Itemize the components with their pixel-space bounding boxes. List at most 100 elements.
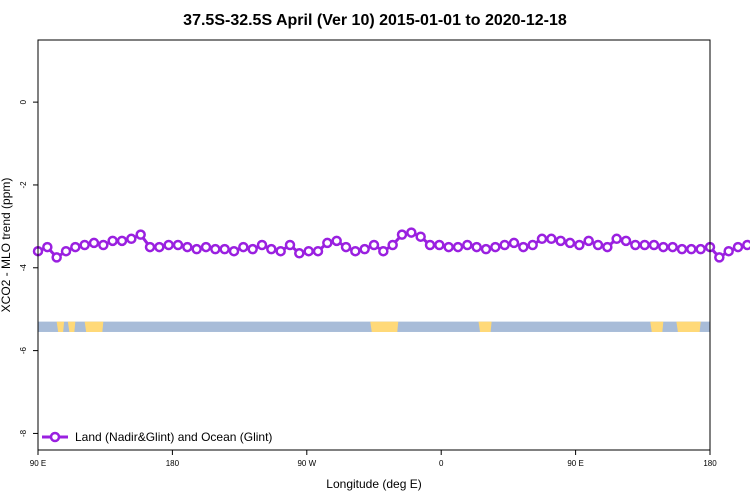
legend-label: Land (Nadir&Glint) and Ocean (Glint)	[75, 430, 272, 444]
data-point	[480, 243, 492, 255]
data-point	[452, 241, 464, 253]
y-tick-label-2: -4	[19, 264, 28, 272]
map-land-1	[67, 321, 76, 332]
x-axis-label: Longitude (deg E)	[326, 477, 421, 491]
data-point	[406, 227, 417, 238]
data-point	[471, 241, 482, 253]
data-point	[294, 248, 305, 259]
data-point	[154, 241, 165, 253]
data-point	[732, 241, 744, 253]
data-point	[210, 243, 221, 255]
map-land-2	[84, 321, 104, 332]
data-point	[564, 237, 576, 249]
data-point	[518, 241, 529, 253]
data-point	[331, 235, 342, 247]
data-point	[676, 243, 688, 255]
map-land-5	[650, 321, 664, 332]
data-point	[723, 245, 734, 257]
data-point	[51, 252, 62, 263]
data-point	[462, 239, 473, 251]
data-point	[340, 241, 352, 253]
x-tick-label-2: 90 W	[297, 459, 316, 468]
data-point	[182, 241, 193, 253]
map-strip	[38, 321, 710, 332]
y-tick-label-1: -2	[19, 181, 28, 189]
data-point	[191, 243, 202, 255]
data-point	[70, 241, 81, 253]
data-point	[200, 241, 212, 253]
data-point	[536, 233, 548, 245]
data-point	[611, 233, 622, 245]
data-point	[284, 239, 296, 251]
data-point	[508, 237, 520, 249]
data-point	[387, 239, 398, 251]
y-axis: 0 -2 -4 -6 -8	[19, 99, 38, 437]
data-point	[322, 237, 333, 249]
map-land-4	[478, 321, 492, 332]
data-point	[247, 243, 258, 255]
data-point	[135, 229, 146, 240]
data-point	[368, 239, 380, 251]
data-point	[639, 239, 650, 251]
data-point	[275, 245, 286, 257]
plot-frame	[37, 39, 711, 451]
data-point	[98, 239, 109, 251]
data-point	[88, 237, 100, 249]
x-tick-label-4: 90 E	[567, 459, 583, 468]
data-point	[527, 239, 538, 251]
data-point	[42, 241, 53, 253]
x-axis: 90 E 180 90 W 0 90 E 180	[30, 450, 717, 468]
data-point	[424, 239, 436, 251]
data-point	[378, 245, 389, 257]
legend-marker	[49, 431, 61, 443]
data-point	[396, 229, 408, 240]
data-point	[144, 241, 156, 253]
legend: Land (Nadir&Glint) and Ocean (Glint)	[42, 430, 272, 444]
data-point	[714, 252, 725, 263]
data-point	[434, 239, 445, 251]
map-land-3	[370, 321, 399, 332]
data-point	[602, 241, 613, 253]
data-point	[686, 243, 697, 255]
data-point	[163, 239, 174, 251]
data-point	[620, 235, 632, 247]
data-point	[574, 239, 585, 251]
data-point	[350, 245, 361, 257]
data-point	[583, 235, 594, 247]
data-point	[695, 243, 706, 255]
x-tick-label-1: 180	[166, 459, 180, 468]
data-point	[555, 235, 566, 247]
data-point	[60, 245, 72, 257]
data-point	[359, 243, 370, 255]
y-tick-label-0: 0	[19, 99, 28, 104]
x-tick-label-0: 90 E	[30, 459, 46, 468]
data-point	[303, 245, 314, 257]
x-tick-label-3: 0	[439, 459, 444, 468]
data-point	[312, 245, 324, 257]
data-point	[107, 235, 118, 247]
data-point	[228, 245, 240, 257]
series-line-group	[32, 227, 750, 263]
map-land-0	[56, 321, 65, 332]
chart-title: 37.5S-32.5S April (Ver 10) 2015-01-01 to…	[183, 12, 567, 29]
data-point	[443, 241, 454, 253]
data-point	[266, 243, 277, 255]
data-point	[658, 241, 669, 253]
map-land-6	[676, 321, 701, 332]
data-point	[238, 241, 249, 253]
data-point	[116, 235, 128, 247]
data-point	[79, 239, 90, 251]
y-tick-label-3: -6	[19, 347, 28, 355]
y-axis-label: XCO2 - MLO trend (ppm)	[0, 178, 13, 313]
data-point	[648, 239, 660, 251]
data-point	[499, 239, 510, 251]
data-point	[630, 239, 641, 251]
data-point	[546, 233, 557, 245]
data-point	[667, 241, 678, 253]
data-point	[219, 243, 230, 255]
y-tick-label-4: -8	[19, 429, 28, 437]
data-point	[415, 231, 426, 242]
data-point	[256, 239, 268, 251]
data-point	[126, 233, 137, 245]
